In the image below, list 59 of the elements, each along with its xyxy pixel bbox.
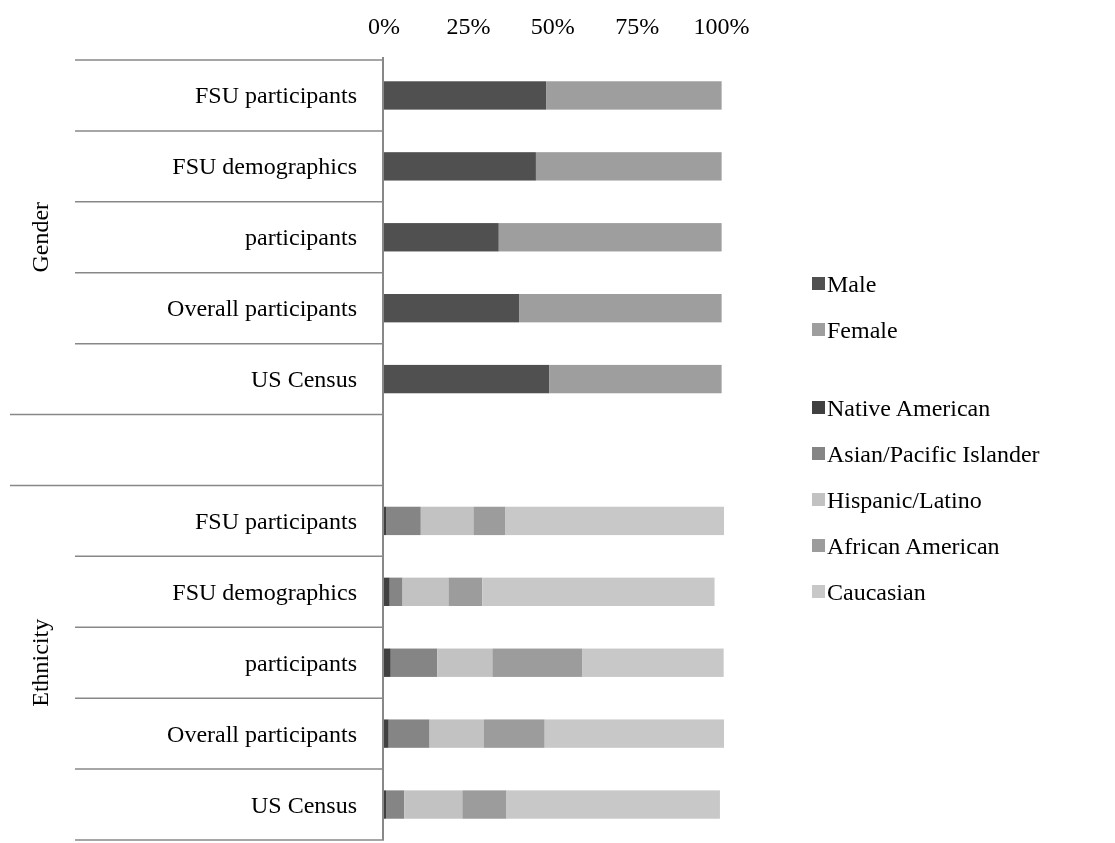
bar (448, 577, 483, 606)
legend-label: Male (827, 271, 877, 297)
legend-label: Asian/Pacific Islander (827, 441, 1040, 467)
bar (519, 294, 722, 323)
legend-label: African American (827, 533, 1000, 559)
bar (404, 790, 463, 819)
bar (462, 790, 507, 819)
bar (544, 719, 724, 748)
legend-label: Caucasian (827, 579, 926, 605)
y-tick-label: Overall participants (167, 720, 357, 747)
text: Gender (27, 201, 53, 273)
bar (402, 577, 449, 606)
bar (535, 152, 722, 181)
y-tick-label: US Census (250, 366, 357, 393)
y-tick-label: US Census (250, 791, 357, 818)
bar (429, 719, 484, 748)
y-tick-label: FSU participants (195, 82, 357, 109)
bar (384, 790, 387, 819)
bar (437, 648, 493, 677)
bar (582, 648, 724, 677)
x-tick-label: 75% (615, 13, 660, 39)
x-tick-label: 50% (530, 13, 575, 39)
bar (384, 152, 536, 181)
bar (384, 81, 547, 110)
bar (549, 364, 722, 394)
y-tick-label: FSU demographics (172, 578, 357, 605)
y-tick-label: participants (245, 649, 357, 676)
bar (384, 223, 499, 252)
x-tick-label: 25% (446, 13, 491, 39)
legend-label: Hispanic/Latino (827, 487, 982, 513)
legend-label: Native American (827, 395, 991, 421)
bar (506, 790, 720, 819)
bar (386, 506, 421, 536)
x-tick-label: 0% (368, 13, 400, 39)
legend-label: Female (827, 317, 898, 343)
bar (492, 648, 583, 677)
bar (389, 577, 403, 606)
bar (473, 506, 506, 536)
bar (390, 648, 438, 677)
bar (386, 790, 405, 819)
bar (420, 506, 474, 536)
bar (482, 577, 715, 606)
x-tick-label: 100% (693, 13, 750, 39)
y-tick-label: participants (245, 224, 357, 251)
bar (498, 223, 722, 252)
text: Ethnicity (27, 618, 53, 707)
bar (384, 294, 520, 323)
bar (384, 719, 389, 748)
y-tick-label: FSU demographics (172, 153, 357, 180)
y-tick-label: FSU participants (195, 507, 357, 534)
bar (546, 81, 722, 110)
bar (384, 506, 387, 536)
y-tick-label: Overall participants (167, 295, 357, 322)
bar (505, 506, 724, 536)
bar (384, 648, 391, 677)
bar (384, 577, 390, 606)
bar (483, 719, 545, 748)
bar (384, 364, 550, 394)
bar (388, 719, 430, 748)
